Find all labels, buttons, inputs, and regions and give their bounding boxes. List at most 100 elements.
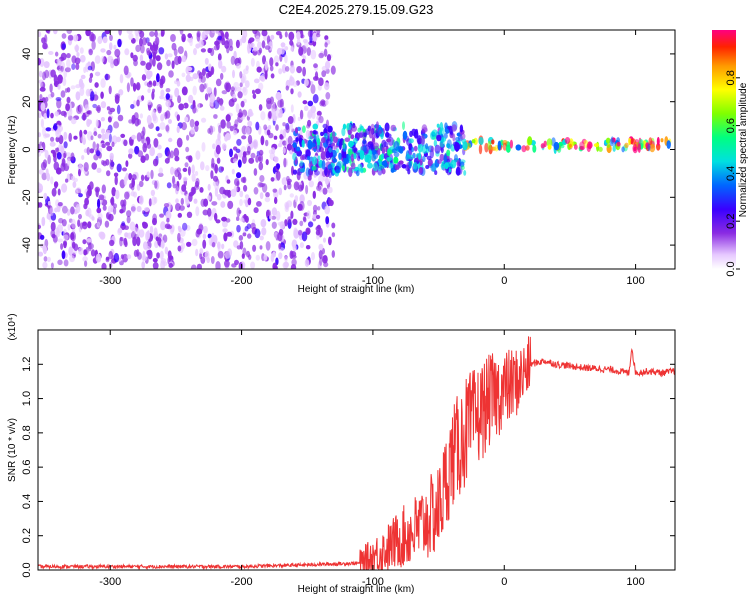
spectrogram-cell — [300, 155, 305, 161]
spectrogram-cell — [312, 166, 317, 171]
spectrogram-cell — [50, 136, 55, 142]
spectrogram-cell — [215, 78, 222, 87]
spectrogram-cell — [440, 127, 445, 136]
spectrogram-cell — [270, 34, 275, 40]
spectrogram-cell — [125, 160, 129, 168]
spectrogram-cell — [141, 37, 147, 46]
spectrogram-cell — [90, 249, 96, 257]
spectrogram-cell — [446, 139, 452, 150]
spectrogram-cell — [266, 100, 272, 110]
spectrogram-cell — [278, 68, 283, 75]
spectrogram-cell — [199, 248, 204, 255]
spectrogram-cell — [560, 144, 565, 149]
spectrogram-cell — [471, 139, 476, 144]
spectrogram-cell — [61, 219, 67, 227]
spectrogram-cell — [207, 195, 212, 201]
snr-x-tick-label: -300 — [99, 576, 121, 588]
spectrogram-cell — [277, 143, 283, 148]
spectrogram-cell — [579, 141, 585, 150]
spectrogram-cell — [182, 167, 188, 172]
spectrogram-cell — [74, 57, 81, 65]
spectrogram-cell — [38, 251, 44, 257]
spectrogram-cell — [292, 169, 298, 175]
spectrogram-cell — [100, 101, 107, 109]
spectrogram-cell — [386, 156, 393, 161]
spectrogram-cell — [305, 245, 311, 250]
spectrogram-cell — [82, 112, 86, 121]
spectrogram-cell — [297, 116, 301, 122]
spectrogram-cell — [281, 177, 288, 186]
colorbar-tick-label: 0.2 — [725, 214, 737, 229]
spectrogram-cell — [84, 104, 90, 112]
spectrogram-cell — [104, 30, 111, 35]
spectrogram-cell — [40, 102, 46, 112]
spectrogram-cell — [532, 144, 537, 153]
spectrogram-cell — [269, 152, 276, 161]
spectrogram-cell — [136, 236, 141, 247]
spectrogram-cell — [112, 203, 118, 209]
spectrogram-cell — [66, 53, 71, 59]
spectrogram-cell — [279, 47, 285, 55]
spectrogram-cell — [109, 34, 113, 41]
spectrogram-cell — [145, 62, 152, 71]
spectrogram-cell — [299, 160, 304, 167]
spectrogram-cell — [94, 82, 99, 88]
spectrogram-cell — [390, 167, 395, 173]
spectrogram-cell — [323, 254, 328, 262]
spectrogram-cell — [287, 216, 292, 224]
spectrogram-cell — [391, 148, 398, 154]
spectrogram-cell — [193, 198, 198, 204]
spectrogram-cell — [217, 53, 222, 61]
spectrogram-cell — [57, 259, 63, 266]
spectrogram-cell — [230, 55, 236, 65]
spectrogram-cell — [210, 66, 215, 75]
spectrogram-cell — [205, 165, 210, 172]
spectrogram-cell — [393, 141, 400, 151]
spectrogram-cell — [284, 54, 288, 64]
spectrogram-cell — [564, 137, 571, 144]
spectrogram-cell — [317, 206, 321, 211]
spectrogram-cell — [191, 164, 195, 174]
spectrogram-cell — [276, 170, 281, 181]
spectrogram-cell — [253, 78, 260, 84]
spectrogram-cell — [236, 172, 242, 179]
spectrogram-cell — [430, 145, 434, 153]
spectrogram-cell — [408, 138, 414, 144]
spectrogram-cell — [133, 249, 138, 257]
spectrogram-cell — [87, 61, 91, 67]
spectrogram-cell — [206, 87, 213, 94]
spectrogram-cell — [444, 162, 449, 170]
spectrogram-cell — [274, 196, 278, 205]
spectrogram-cell — [168, 263, 174, 268]
spectrogram-cell — [185, 146, 190, 153]
spectrogram-cell — [302, 125, 306, 133]
spectrogram-cell — [109, 198, 114, 204]
spectrogram-cell — [66, 96, 71, 104]
spectrogram-cell — [270, 177, 275, 182]
spectrogram-cell — [146, 81, 153, 88]
spectrogram-cell — [165, 124, 170, 132]
spectrogram-cell — [50, 91, 55, 98]
spectrogram-cell — [265, 241, 271, 251]
spectrogram-cell — [200, 256, 206, 264]
spectrogram-cell — [124, 232, 129, 238]
spectrogram-cell — [313, 130, 319, 135]
spectrogram-cell — [200, 75, 206, 83]
spectrogram-cell — [224, 40, 230, 49]
spectrogram-cell — [118, 30, 122, 36]
colorbar-tick-label: 0.6 — [725, 118, 737, 133]
spectrogram-cell — [53, 30, 58, 35]
spectrogram-cell — [136, 99, 140, 107]
spectrogram-cell — [275, 31, 282, 36]
spectrogram-cell — [637, 143, 641, 153]
spectrogram-cell — [455, 166, 461, 176]
spectrogram-cell — [43, 192, 48, 200]
spectrogram-cell — [459, 124, 464, 133]
spectrogram-cell — [202, 239, 207, 249]
spectrogram-cell — [78, 193, 83, 198]
spectrogram-cell — [85, 209, 90, 217]
spectrogram-cell — [252, 93, 257, 99]
spectrogram-cell — [78, 213, 82, 220]
spectrogram-cell — [303, 105, 309, 112]
spectrogram-cell — [184, 116, 189, 123]
